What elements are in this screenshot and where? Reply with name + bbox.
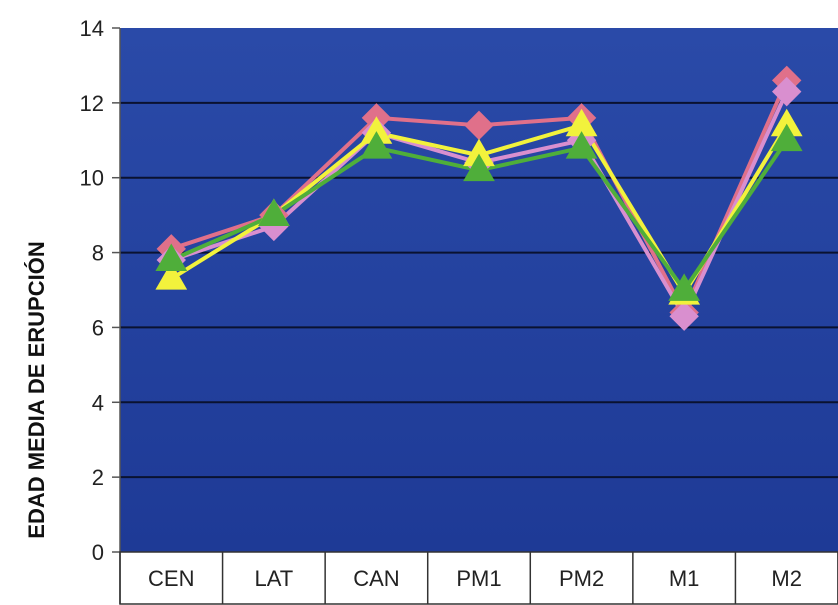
y-tick-label: 6 xyxy=(92,315,104,340)
category-label: CEN xyxy=(148,566,194,591)
plot-area xyxy=(120,28,838,552)
category-axis: CEN LAT CAN PM1 PM2 M1 M2 xyxy=(119,551,838,605)
y-tick-label: 2 xyxy=(92,465,104,490)
y-axis-title: EDAD MEDIA DE ERUPCIÓN xyxy=(24,241,49,538)
y-tick-label: 12 xyxy=(80,91,104,116)
data-point xyxy=(772,76,802,107)
axes: 0 2 4 6 8 10 12 14 xyxy=(80,16,121,565)
y-tick-label: 14 xyxy=(80,16,104,41)
data-point xyxy=(155,243,188,271)
data-point xyxy=(669,301,699,331)
category-strip xyxy=(119,551,838,605)
y-tick-label: 8 xyxy=(92,241,104,266)
data-point xyxy=(565,131,598,159)
category-label: PM2 xyxy=(559,566,604,591)
data-point xyxy=(770,123,803,152)
data-point xyxy=(463,153,495,182)
y-tick-label: 0 xyxy=(92,540,104,565)
category-label: PM1 xyxy=(456,566,501,591)
category-label: M1 xyxy=(669,566,700,591)
data-point xyxy=(257,198,290,227)
category-label: M2 xyxy=(771,566,802,591)
y-tick-label: 10 xyxy=(80,166,104,191)
data-point xyxy=(668,273,701,301)
series xyxy=(155,65,803,331)
y-tick-label: 4 xyxy=(92,390,104,415)
data-point xyxy=(155,262,188,290)
category-label: CAN xyxy=(353,566,399,591)
data-point xyxy=(360,131,393,159)
category-label: LAT xyxy=(254,566,293,591)
